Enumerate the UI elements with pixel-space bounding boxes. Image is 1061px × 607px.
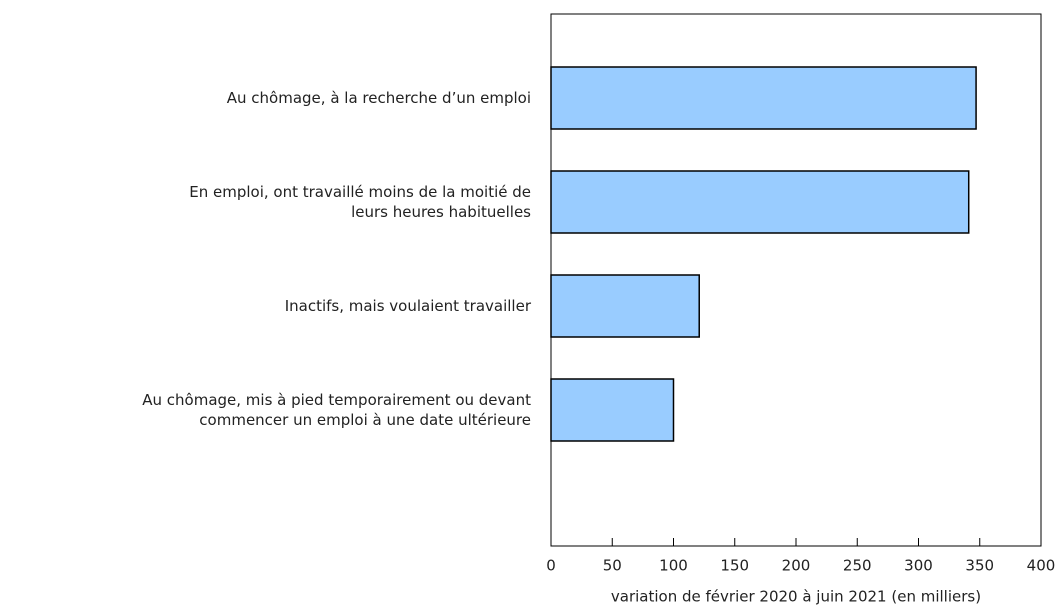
bar [550,378,675,442]
y-tick-label: Au chômage, à la recherche d’un emploi [227,89,531,107]
y-tick-label-line: leurs heures habituelles [351,203,531,221]
x-tick-label: 300 [904,557,933,575]
y-tick-label: Au chômage, mis à pied temporairement ou… [142,391,531,429]
y-tick-label-line: Au chômage, à la recherche d’un emploi [227,89,531,107]
x-axis-title: variation de février 2020 à juin 2021 (e… [611,588,981,606]
bar [550,170,970,234]
x-tick-label: 0 [546,557,556,575]
x-tick-label: 100 [659,557,688,575]
y-tick-label: Inactifs, mais voulaient travailler [285,297,532,315]
bar [550,274,700,338]
x-tick-label: 250 [843,557,872,575]
y-tick-label-line: commencer un emploi à une date ultérieur… [199,411,531,429]
x-tick-label: 200 [782,557,811,575]
x-tick-label: 400 [1027,557,1056,575]
y-tick-label: En emploi, ont travaillé moins de la moi… [189,183,531,221]
bar [550,66,977,130]
x-tick-label: 150 [720,557,749,575]
y-tick-label-line: Au chômage, mis à pied temporairement ou… [142,391,531,409]
y-tick-label-line: En emploi, ont travaillé moins de la moi… [189,183,531,201]
x-tick-label: 50 [603,557,622,575]
x-tick-label: 350 [965,557,994,575]
y-tick-label-line: Inactifs, mais voulaient travailler [285,297,532,315]
